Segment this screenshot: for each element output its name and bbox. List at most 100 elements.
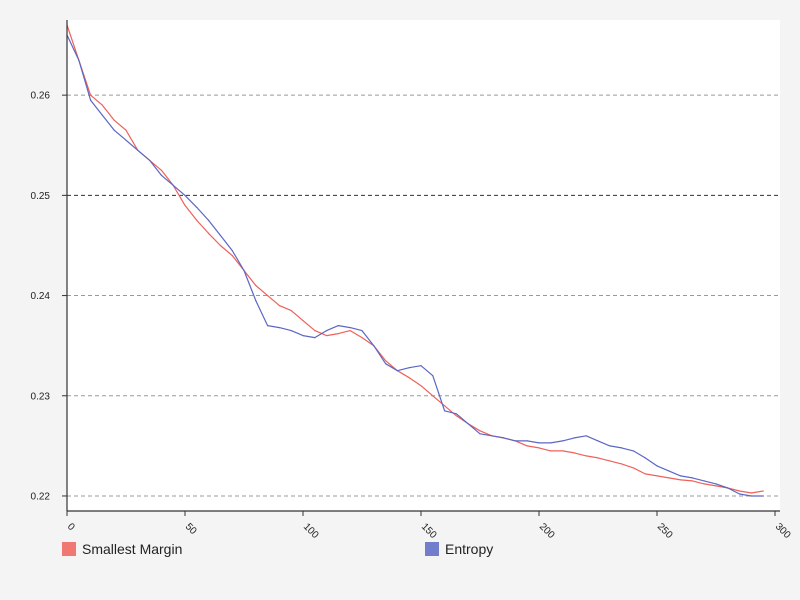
data-point [632,467,635,469]
data-point [609,445,611,447]
data-point [750,495,753,497]
data-point [514,440,517,442]
data-point [691,480,694,482]
data-point [349,327,351,329]
data-point [396,370,398,372]
data-point [160,169,162,171]
data-point [243,269,245,272]
data-point [680,475,682,477]
legend: Smallest Margin Entropy [0,541,800,563]
data-point [632,450,635,452]
data-point [302,335,304,337]
data-point [444,410,446,412]
data-point [314,330,316,332]
data-point [255,284,257,287]
data-point [290,310,292,312]
data-point [444,405,446,407]
data-point [137,149,139,151]
data-point [526,445,528,447]
data-point [715,485,717,487]
data-point [267,295,269,297]
legend-item-entropy[interactable]: Entropy [425,541,493,557]
data-point [361,330,363,332]
data-point [314,337,316,339]
y-tick-labels: 0.22 0.23 0.24 0.25 0.26 [31,91,67,502]
data-point [621,447,623,449]
data-point [326,335,328,337]
data-point [691,477,694,479]
series-line-smallest-margin [66,24,764,494]
series-lines [66,24,764,497]
data-point [467,423,469,425]
data-point [479,430,481,432]
data-point [125,129,127,131]
data-point [739,493,741,495]
data-point [113,119,115,121]
data-point [208,219,210,221]
data-point [597,457,599,459]
data-point [255,300,257,302]
data-point [432,395,434,397]
data-point [184,204,186,206]
x-tick-label: 50 [183,521,199,537]
y-tick-label: 0.23 [31,391,51,402]
data-point [278,305,280,307]
data-point [562,440,564,442]
data-point [125,139,127,141]
y-tick-label: 0.24 [31,291,51,302]
data-point [219,244,221,247]
data-point [184,194,186,196]
data-point [231,254,233,257]
data-point [668,477,670,479]
data-point [101,114,103,116]
data-point [361,337,363,339]
data-point [420,385,422,387]
y-tick-label: 0.26 [31,91,51,102]
data-point [597,440,599,442]
y-tick-label: 0.25 [31,191,51,202]
data-point [455,413,457,415]
data-point [491,435,493,437]
x-tick-labels: 0 50 100 150 200 250 300 [65,511,793,541]
data-point [160,174,162,176]
data-point [337,325,339,327]
data-point [432,375,434,377]
legend-label-smallest-margin: Smallest Margin [82,541,183,557]
data-point [349,330,351,332]
x-tick-label: 150 [419,521,439,541]
data-point [385,360,387,362]
data-point [231,249,233,252]
data-point [585,455,587,457]
data-point [562,450,564,452]
legend-item-smallest-margin[interactable]: Smallest Margin [62,541,182,557]
data-point [703,480,705,482]
data-point [208,232,210,234]
data-point [90,94,92,96]
data-point [149,159,151,161]
data-point [503,437,505,439]
data-point [644,473,646,475]
data-point [703,483,705,485]
legend-swatch-entropy [425,542,439,556]
data-point [727,487,729,489]
data-point [420,365,422,367]
x-tick-label: 250 [655,521,675,541]
data-point [455,415,457,417]
series-line-entropy [66,34,764,497]
data-point [290,330,292,332]
data-point [739,490,741,492]
data-point [196,219,198,221]
data-point [267,325,269,327]
data-point [278,327,280,329]
data-point [656,475,658,477]
data-point [219,234,221,236]
data-point [408,377,410,379]
data-point [585,435,587,437]
data-point [644,457,646,459]
data-point [715,483,717,485]
x-tick-label: 300 [773,521,793,541]
data-point [573,437,576,439]
data-point [550,442,552,444]
data-point [113,129,115,131]
data-point [326,330,328,332]
